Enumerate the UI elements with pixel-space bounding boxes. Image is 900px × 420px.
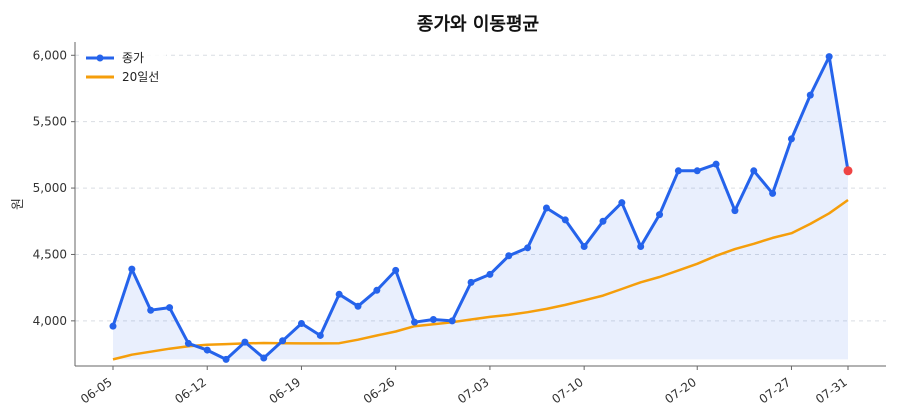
- x-tick-label: 06-26: [361, 375, 398, 406]
- close-point: [203, 346, 211, 354]
- close-point: [147, 306, 155, 314]
- close-point: [486, 270, 494, 278]
- legend-label-ma20: 20일선: [122, 70, 159, 84]
- close-point: [241, 338, 249, 346]
- close-point: [656, 211, 664, 219]
- x-tick-label: 06-19: [267, 375, 304, 406]
- x-tick-label: 06-12: [172, 375, 209, 406]
- close-point: [297, 320, 305, 328]
- close-point: [618, 199, 626, 207]
- close-point: [279, 337, 287, 345]
- close-point: [599, 217, 607, 225]
- close-point: [392, 266, 400, 274]
- last-close-point: [843, 166, 853, 176]
- grid-lines: [71, 54, 886, 322]
- series-points: [109, 53, 853, 363]
- close-point: [429, 316, 437, 324]
- chart-title: 종가와 이동평균: [417, 14, 539, 35]
- close-point: [825, 53, 833, 61]
- y-tick-label: 5,500: [33, 115, 67, 129]
- y-tick-label: 6,000: [33, 48, 67, 62]
- legend-marker-close: [96, 54, 104, 62]
- legend-label-close: 종가: [122, 51, 144, 65]
- area-fill: [113, 56, 848, 360]
- close-point: [222, 355, 230, 363]
- close-point: [637, 242, 645, 250]
- close-point: [505, 252, 513, 260]
- y-tick-label: 5,000: [33, 181, 67, 195]
- close-point: [524, 244, 532, 252]
- y-tick-label: 4,500: [33, 247, 67, 261]
- close-point: [316, 331, 324, 339]
- x-tick-label: 07-27: [757, 375, 794, 406]
- y-tick-labels: 4,000 4,500 5,000 5,500 6,000: [33, 48, 67, 328]
- close-point: [354, 302, 362, 310]
- x-tick-label: 07-31: [813, 375, 850, 406]
- close-point: [448, 317, 456, 325]
- close-point: [109, 322, 117, 330]
- close-point: [166, 304, 174, 312]
- series-lines: [111, 55, 850, 361]
- close-point: [787, 135, 795, 143]
- axes: [74, 42, 886, 370]
- series-line-close: [111, 55, 850, 361]
- close-point: [712, 160, 720, 168]
- y-tick-label: 4,000: [33, 314, 67, 328]
- x-tick-label: 07-03: [455, 375, 492, 406]
- close-point: [561, 216, 569, 224]
- close-point: [806, 91, 814, 99]
- x-tick-label: 07-10: [549, 375, 586, 406]
- close-point: [731, 207, 739, 215]
- close-point: [580, 242, 588, 250]
- series-line-ma20: [112, 198, 849, 361]
- close-point: [411, 318, 419, 326]
- close-area-fill: [113, 56, 848, 360]
- close-point: [373, 286, 381, 294]
- close-point: [467, 278, 475, 286]
- close-point: [542, 204, 550, 212]
- y-axis-label: 원: [11, 198, 26, 210]
- close-point: [335, 290, 343, 298]
- x-tick-label: 07-20: [662, 375, 699, 406]
- close-point: [674, 167, 682, 175]
- close-point: [693, 167, 701, 175]
- legend: 종가 20일선: [80, 42, 166, 90]
- close-point: [260, 354, 268, 362]
- close-point: [128, 265, 136, 273]
- x-tick-labels: 06-05 06-12 06-19 06-26 07-03 07-10 07-20 07-27…: [78, 375, 850, 406]
- x-tick-label: 06-05: [78, 375, 115, 406]
- close-point: [750, 167, 758, 175]
- close-point: [184, 339, 192, 347]
- close-point: [769, 189, 777, 197]
